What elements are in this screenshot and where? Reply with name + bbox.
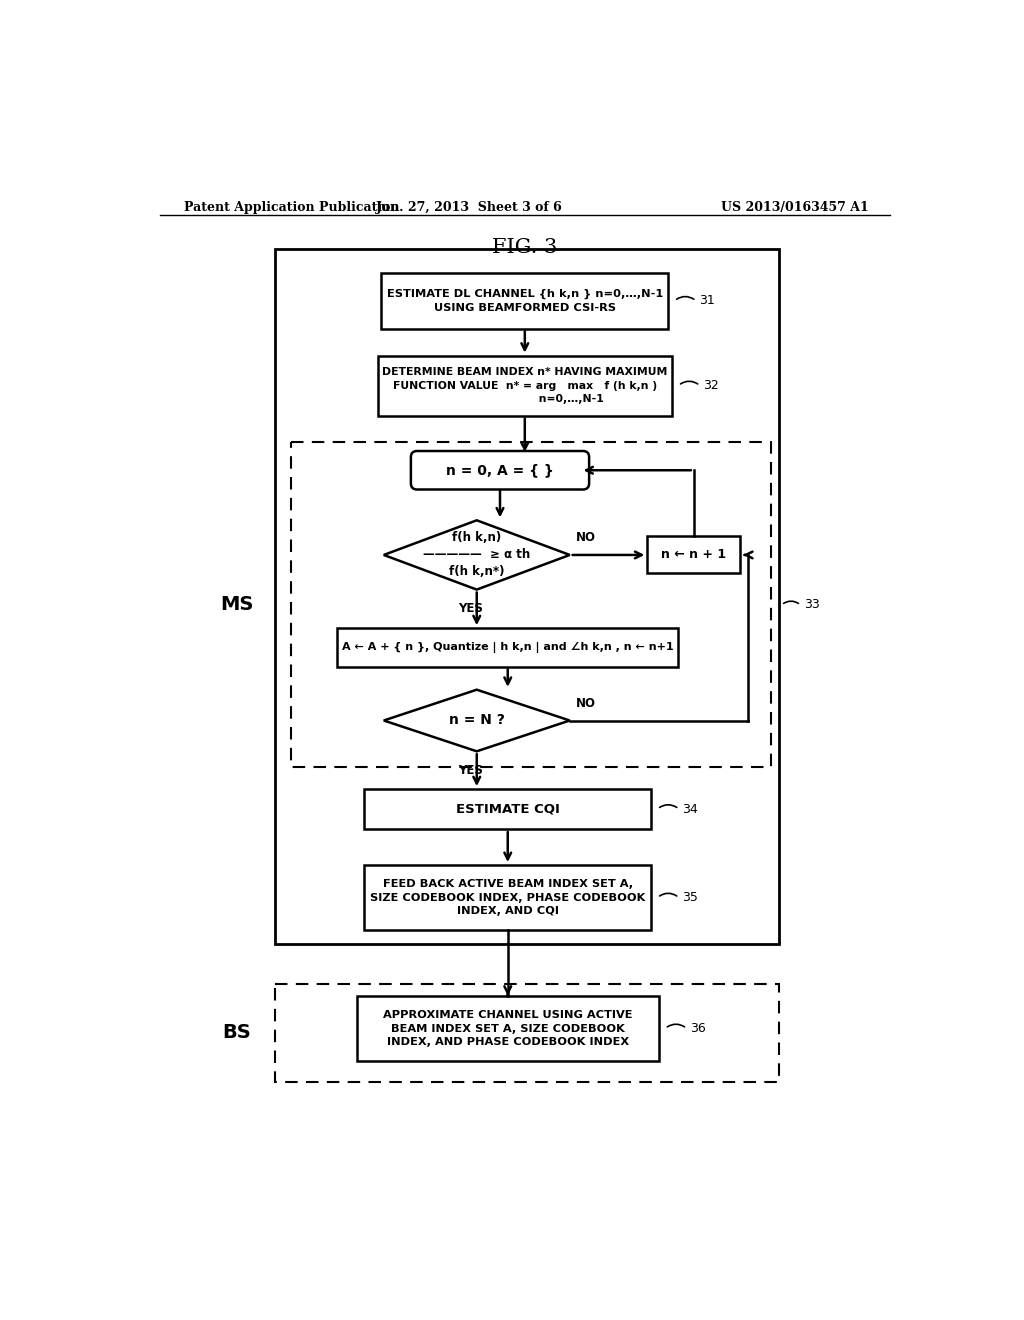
Text: n = 0, A = { }: n = 0, A = { }: [446, 463, 554, 478]
Bar: [365, 789, 651, 829]
Bar: [291, 442, 771, 767]
Text: YES: YES: [458, 763, 483, 776]
Text: 36: 36: [690, 1022, 706, 1035]
Text: YES: YES: [458, 602, 483, 615]
Text: ESTIMATE CQI: ESTIMATE CQI: [456, 803, 560, 816]
Text: n = N ?: n = N ?: [449, 714, 505, 727]
Polygon shape: [384, 689, 569, 751]
Text: FIG. 3: FIG. 3: [493, 239, 557, 257]
Text: 32: 32: [703, 379, 719, 392]
Text: 34: 34: [682, 803, 698, 816]
Text: 31: 31: [699, 294, 715, 308]
Bar: [647, 536, 740, 573]
Bar: [356, 995, 658, 1061]
Text: US 2013/0163457 A1: US 2013/0163457 A1: [721, 201, 868, 214]
Text: n ← n + 1: n ← n + 1: [662, 548, 726, 561]
Text: APPROXIMATE CHANNEL USING ACTIVE
BEAM INDEX SET A, SIZE CODEBOOK
INDEX, AND PHAS: APPROXIMATE CHANNEL USING ACTIVE BEAM IN…: [383, 1010, 633, 1047]
FancyBboxPatch shape: [411, 451, 589, 490]
Text: Jun. 27, 2013  Sheet 3 of 6: Jun. 27, 2013 Sheet 3 of 6: [376, 201, 562, 214]
Text: 33: 33: [804, 598, 819, 611]
Bar: [365, 865, 651, 931]
Text: FEED BACK ACTIVE BEAM INDEX SET A,
SIZE CODEBOOK INDEX, PHASE CODEBOOK
INDEX, AN: FEED BACK ACTIVE BEAM INDEX SET A, SIZE …: [370, 879, 645, 916]
Text: A ← A + { n }, Quantize | h k,n | and ∠h k,n , n ← n+1: A ← A + { n }, Quantize | h k,n | and ∠h…: [342, 642, 674, 653]
Bar: [337, 628, 678, 667]
Bar: [378, 355, 672, 416]
Text: f(h k,n)
—————  ≥ α th
f(h k,n*): f(h k,n) ————— ≥ α th f(h k,n*): [423, 532, 530, 578]
Text: MS: MS: [220, 595, 253, 615]
Bar: [381, 273, 669, 329]
Bar: [275, 983, 779, 1082]
Text: BS: BS: [222, 1023, 251, 1041]
Bar: [275, 249, 779, 944]
Text: ESTIMATE DL CHANNEL {h k,n } n=0,…,N-1
USING BEAMFORMED CSI-RS: ESTIMATE DL CHANNEL {h k,n } n=0,…,N-1 U…: [387, 289, 663, 313]
Text: NO: NO: [575, 697, 596, 710]
Polygon shape: [384, 520, 569, 590]
Text: NO: NO: [575, 531, 596, 544]
Text: Patent Application Publication: Patent Application Publication: [183, 201, 399, 214]
Text: 35: 35: [682, 891, 698, 904]
Text: DETERMINE BEAM INDEX n* HAVING MAXIMUM
FUNCTION VALUE  n* = arg   max   f (h k,n: DETERMINE BEAM INDEX n* HAVING MAXIMUM F…: [382, 367, 668, 404]
